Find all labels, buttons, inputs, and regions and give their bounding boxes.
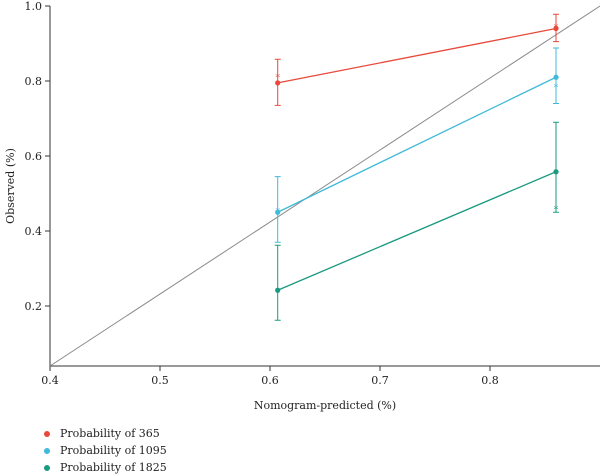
reference-diagonal-line	[50, 6, 600, 366]
y-tick-label: 0.2	[25, 300, 43, 313]
legend-item-1825: Probability of 1825	[42, 459, 342, 476]
legend-label: Probability of 1095	[60, 444, 167, 457]
axes: 0.4 0.5 0.6 0.7 0.8 0.2 0.4 0.6 0.8 1.0	[25, 0, 600, 387]
series-line	[278, 77, 556, 212]
legend: Probability of 365 Probability of 1095 P…	[42, 425, 342, 476]
star-marker: *	[554, 206, 559, 216]
x-axis-title: Nomogram-predicted (%)	[254, 399, 396, 412]
x-tick-label: 0.6	[261, 374, 279, 387]
data-point	[553, 169, 558, 174]
data-point	[275, 210, 280, 215]
legend-item-1095: Probability of 1095	[42, 442, 342, 459]
x-tick-label: 0.4	[41, 374, 59, 387]
star-marker: *	[554, 84, 559, 94]
calibration-chart: 0.40.50.60.70.80.20.40.60.81.0 ****** No…	[0, 0, 600, 420]
data-point	[553, 26, 558, 31]
x-tick-label: 0.5	[151, 374, 169, 387]
y-tick-label: 0.8	[25, 75, 43, 88]
y-tick-label: 0.4	[25, 225, 43, 238]
series-3: **	[275, 122, 559, 320]
legend-dot-icon	[44, 448, 50, 454]
legend-dot-icon	[44, 431, 50, 437]
legend-item-365: Probability of 365	[42, 425, 342, 442]
x-tick-label: 0.7	[371, 374, 389, 387]
x-tick-label: 0.8	[481, 374, 499, 387]
data-point	[553, 75, 558, 80]
data-point	[275, 288, 280, 293]
series-line	[278, 29, 556, 83]
series-1: **	[275, 14, 559, 105]
legend-label: Probability of 365	[60, 427, 160, 440]
legend-dot-icon	[44, 465, 50, 471]
series-2: **	[275, 48, 559, 242]
y-axis-title: Observed (%)	[4, 148, 17, 224]
data-point	[275, 80, 280, 85]
y-tick-label: 1.0	[25, 0, 43, 13]
y-tick-label: 0.6	[25, 150, 43, 163]
legend-label: Probability of 1825	[60, 461, 167, 474]
chart-marks: ******	[50, 6, 600, 366]
